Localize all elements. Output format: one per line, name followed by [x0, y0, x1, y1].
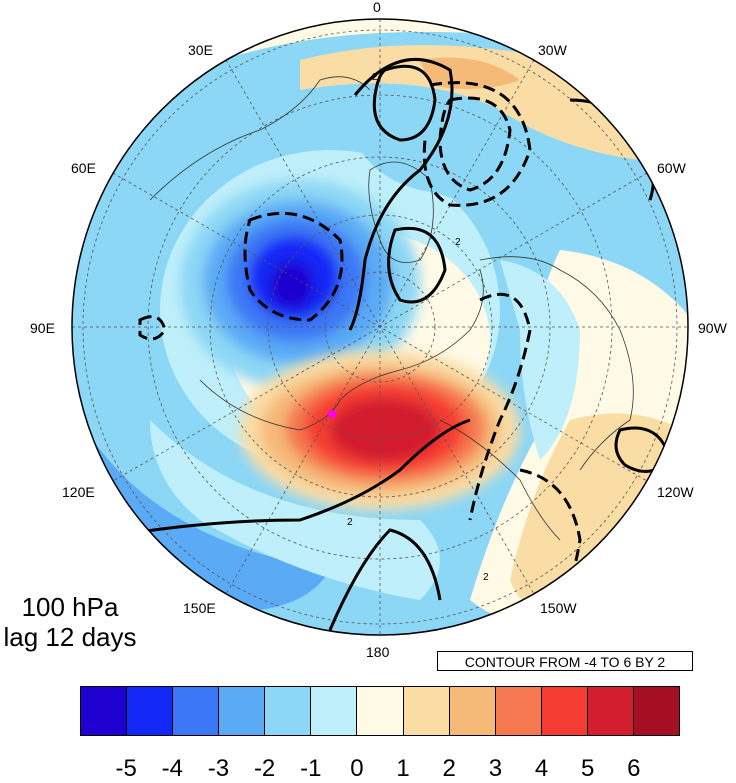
- colorbar-tick-label: 3: [488, 755, 503, 782]
- contour-pos-north: [372, 64, 437, 142]
- coast-europe: [149, 76, 371, 201]
- contour-neg-north-outer: [422, 81, 532, 207]
- colorbar-box: [265, 687, 312, 735]
- lon-label-180: 180: [366, 644, 390, 660]
- colorbar-tick-label: 0: [350, 755, 364, 782]
- colorbar-tick-label: 4: [534, 755, 549, 782]
- polar-map: 2 2 2 2: [71, 18, 689, 636]
- blue-arm-north: [360, 148, 547, 250]
- lon-label-60w: 60W: [657, 160, 686, 176]
- colorbar-box: [127, 687, 174, 735]
- globe-outline: [71, 18, 689, 636]
- coast-greenland: [368, 161, 434, 263]
- shaded-anomaly-field: [72, 19, 688, 635]
- lon-label-120e: 120E: [62, 484, 95, 500]
- colorbar-box: [357, 687, 404, 735]
- negative-anomaly-center: [180, 180, 420, 390]
- lon-label-90e: 90E: [30, 320, 55, 336]
- colorbar-box: [495, 687, 542, 735]
- contour-neg-west: [138, 315, 167, 341]
- blue-arm-east: [500, 260, 580, 460]
- lon-label-150w: 150W: [540, 600, 577, 616]
- contour-pos-north-outer: [348, 57, 454, 331]
- contour-pos-east-ring: [614, 426, 672, 473]
- lon-label-0: 0: [373, 0, 381, 15]
- colorbar-tick-label: 6: [627, 755, 641, 782]
- contour-labels: 2 2 2 2: [347, 72, 489, 583]
- lag-label: lag 12 days: [3, 622, 137, 652]
- coastlines: [149, 76, 634, 541]
- contour-pos-southwest: [89, 418, 471, 542]
- contour-neg-north: [438, 96, 512, 192]
- contour-label: 2: [347, 517, 353, 528]
- contour-neg-vortex: [243, 211, 344, 322]
- graticule: [72, 19, 688, 635]
- colorbar-tick-label: -3: [207, 755, 230, 782]
- contours-positive: [89, 57, 672, 631]
- contour-neg-east: [468, 292, 532, 521]
- contour-info-box: CONTOUR FROM -4 TO 6 BY 2: [437, 651, 693, 671]
- colorbar-box: [311, 687, 358, 735]
- colorbar-box: [633, 687, 680, 735]
- lon-label-60e: 60E: [71, 160, 96, 176]
- colorbar-box: [587, 687, 634, 735]
- location-marker: [328, 410, 336, 418]
- colorbar-box: [403, 687, 450, 735]
- colorbar-box: [173, 687, 220, 735]
- colorbar-box: [81, 687, 128, 735]
- colorbar-tick-label: 2: [442, 755, 456, 782]
- lon-label-90w: 90W: [698, 320, 727, 336]
- colorbar-tick-label: -1: [300, 755, 322, 782]
- colorbar-tick-label: -2: [253, 755, 276, 782]
- contour-label: 2: [483, 572, 489, 583]
- pale-band-south: [150, 420, 440, 600]
- colorbar-box: [541, 687, 588, 735]
- lon-label-150e: 150E: [183, 600, 216, 616]
- lon-label-120w: 120W: [657, 484, 694, 500]
- coast-north-america: [479, 256, 634, 471]
- latitude-ring-40: [82, 29, 678, 625]
- meridian-60w: [112, 172, 648, 482]
- colorbar-box: [449, 687, 496, 735]
- colorbar-tick-label: -4: [161, 755, 183, 782]
- coast-eurasia: [199, 269, 484, 431]
- pressure-level-label: 100 hPa: [21, 592, 119, 622]
- colorbar-tick-label: 1: [396, 755, 410, 782]
- lon-label-30e: 30E: [188, 42, 213, 58]
- level-title: 100 hPa lag 12 days: [0, 592, 140, 652]
- contour-label: 2: [455, 237, 461, 248]
- colorbar-box: [219, 687, 266, 735]
- contour-label: 2: [372, 72, 378, 83]
- contour-pos-greenland: [387, 226, 447, 304]
- lon-label-30w: 30W: [538, 42, 567, 58]
- colorbar: [80, 686, 680, 736]
- colorbar-tick-label: 5: [581, 755, 595, 782]
- orange-north: [420, 57, 520, 89]
- coast-alaska: [439, 419, 561, 541]
- colorbar-tick-label: -5: [115, 755, 137, 782]
- contour-pos-bottom: [328, 528, 442, 631]
